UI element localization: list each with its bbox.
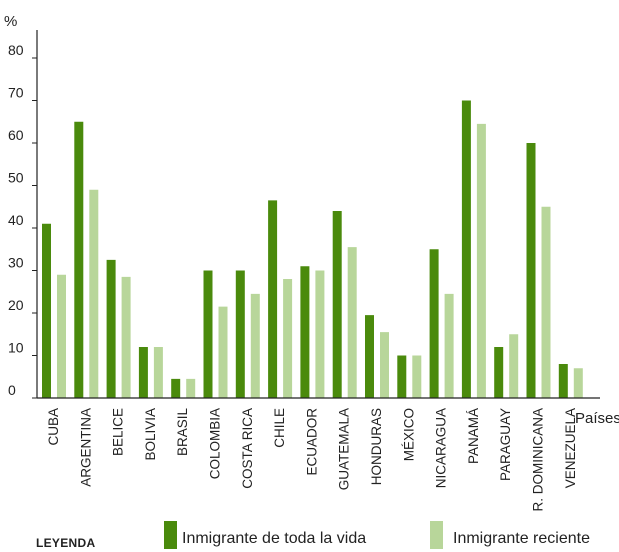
bar-lifetime [526,143,536,398]
bar-lifetime [461,100,471,398]
bar-recent [218,306,228,398]
bar-recent [186,378,196,398]
bar-recent [89,189,99,398]
bars [42,100,583,398]
bar-recent [509,334,519,398]
bar-recent [57,274,66,398]
bar-recent [283,279,293,398]
bar-lifetime [268,200,278,398]
bar-lifetime [494,347,504,398]
bar-recent [412,355,422,398]
x-axis-label: Países [575,410,619,427]
bar-lifetime [429,249,439,398]
y-tick-label: 0 [8,382,16,398]
bar-recent [153,347,163,398]
x-category-label: PANAMÁ [466,408,481,464]
bar-lifetime [138,347,148,398]
x-category-label: VENEZUELA [563,408,578,488]
bar-lifetime [365,315,374,398]
bar-lifetime [300,266,310,398]
x-category-label: NICARAGUA [434,408,449,488]
y-axis-ticks: 0 10 20 30 40 50 60 70 80 [8,42,37,399]
y-tick-label: 80 [8,42,24,58]
x-category-label: ARGENTINA [78,408,93,487]
y-tick-label: 70 [8,85,24,101]
bar-lifetime [74,121,84,398]
bar-recent [573,368,583,398]
x-category-label: HONDURAS [369,408,384,485]
y-tick-label: 40 [8,212,24,228]
x-category-label: BELICE [111,408,126,456]
y-tick-label: 50 [8,170,24,186]
bar-recent [315,270,325,398]
x-axis-categories: CUBA ARGENTINA BELICE BOLIVIA BRASIL COLOMBIA… [46,408,578,512]
x-category-label: MÉXICO [401,408,416,461]
x-category-label: BOLIVIA [143,408,158,461]
bar-lifetime [235,270,245,398]
x-category-label: GUATEMALA [337,408,352,490]
bar-recent [541,206,551,398]
bar-lifetime [397,355,407,398]
x-category-label: BRASIL [175,408,190,457]
bar-recent [121,276,131,398]
bar-lifetime [106,259,116,398]
bar-lifetime [558,364,568,398]
bar-recent [250,293,260,398]
y-tick-label: 60 [8,127,24,143]
x-category-label: ECUADOR [304,408,319,476]
bar-lifetime [332,211,342,398]
y-axis-label: % [4,13,17,30]
bar-recent [444,293,454,398]
bar-lifetime [42,223,51,398]
bar-lifetime [171,378,181,398]
bar-lifetime [203,270,213,398]
y-tick-label: 10 [8,340,24,356]
x-category-label: COSTA RICA [240,408,255,489]
x-category-label: PARAGUAY [498,408,513,481]
bar-recent [380,332,389,398]
x-category-label: CUBA [46,408,61,446]
x-category-label: COLOMBIA [208,408,223,479]
y-tick-label: 30 [8,255,24,271]
y-tick-label: 20 [8,297,24,313]
bar-recent [476,123,486,398]
x-category-label: CHILE [272,408,287,448]
x-category-label: R. DOMINICANA [531,408,546,512]
bar-recent [347,247,357,398]
